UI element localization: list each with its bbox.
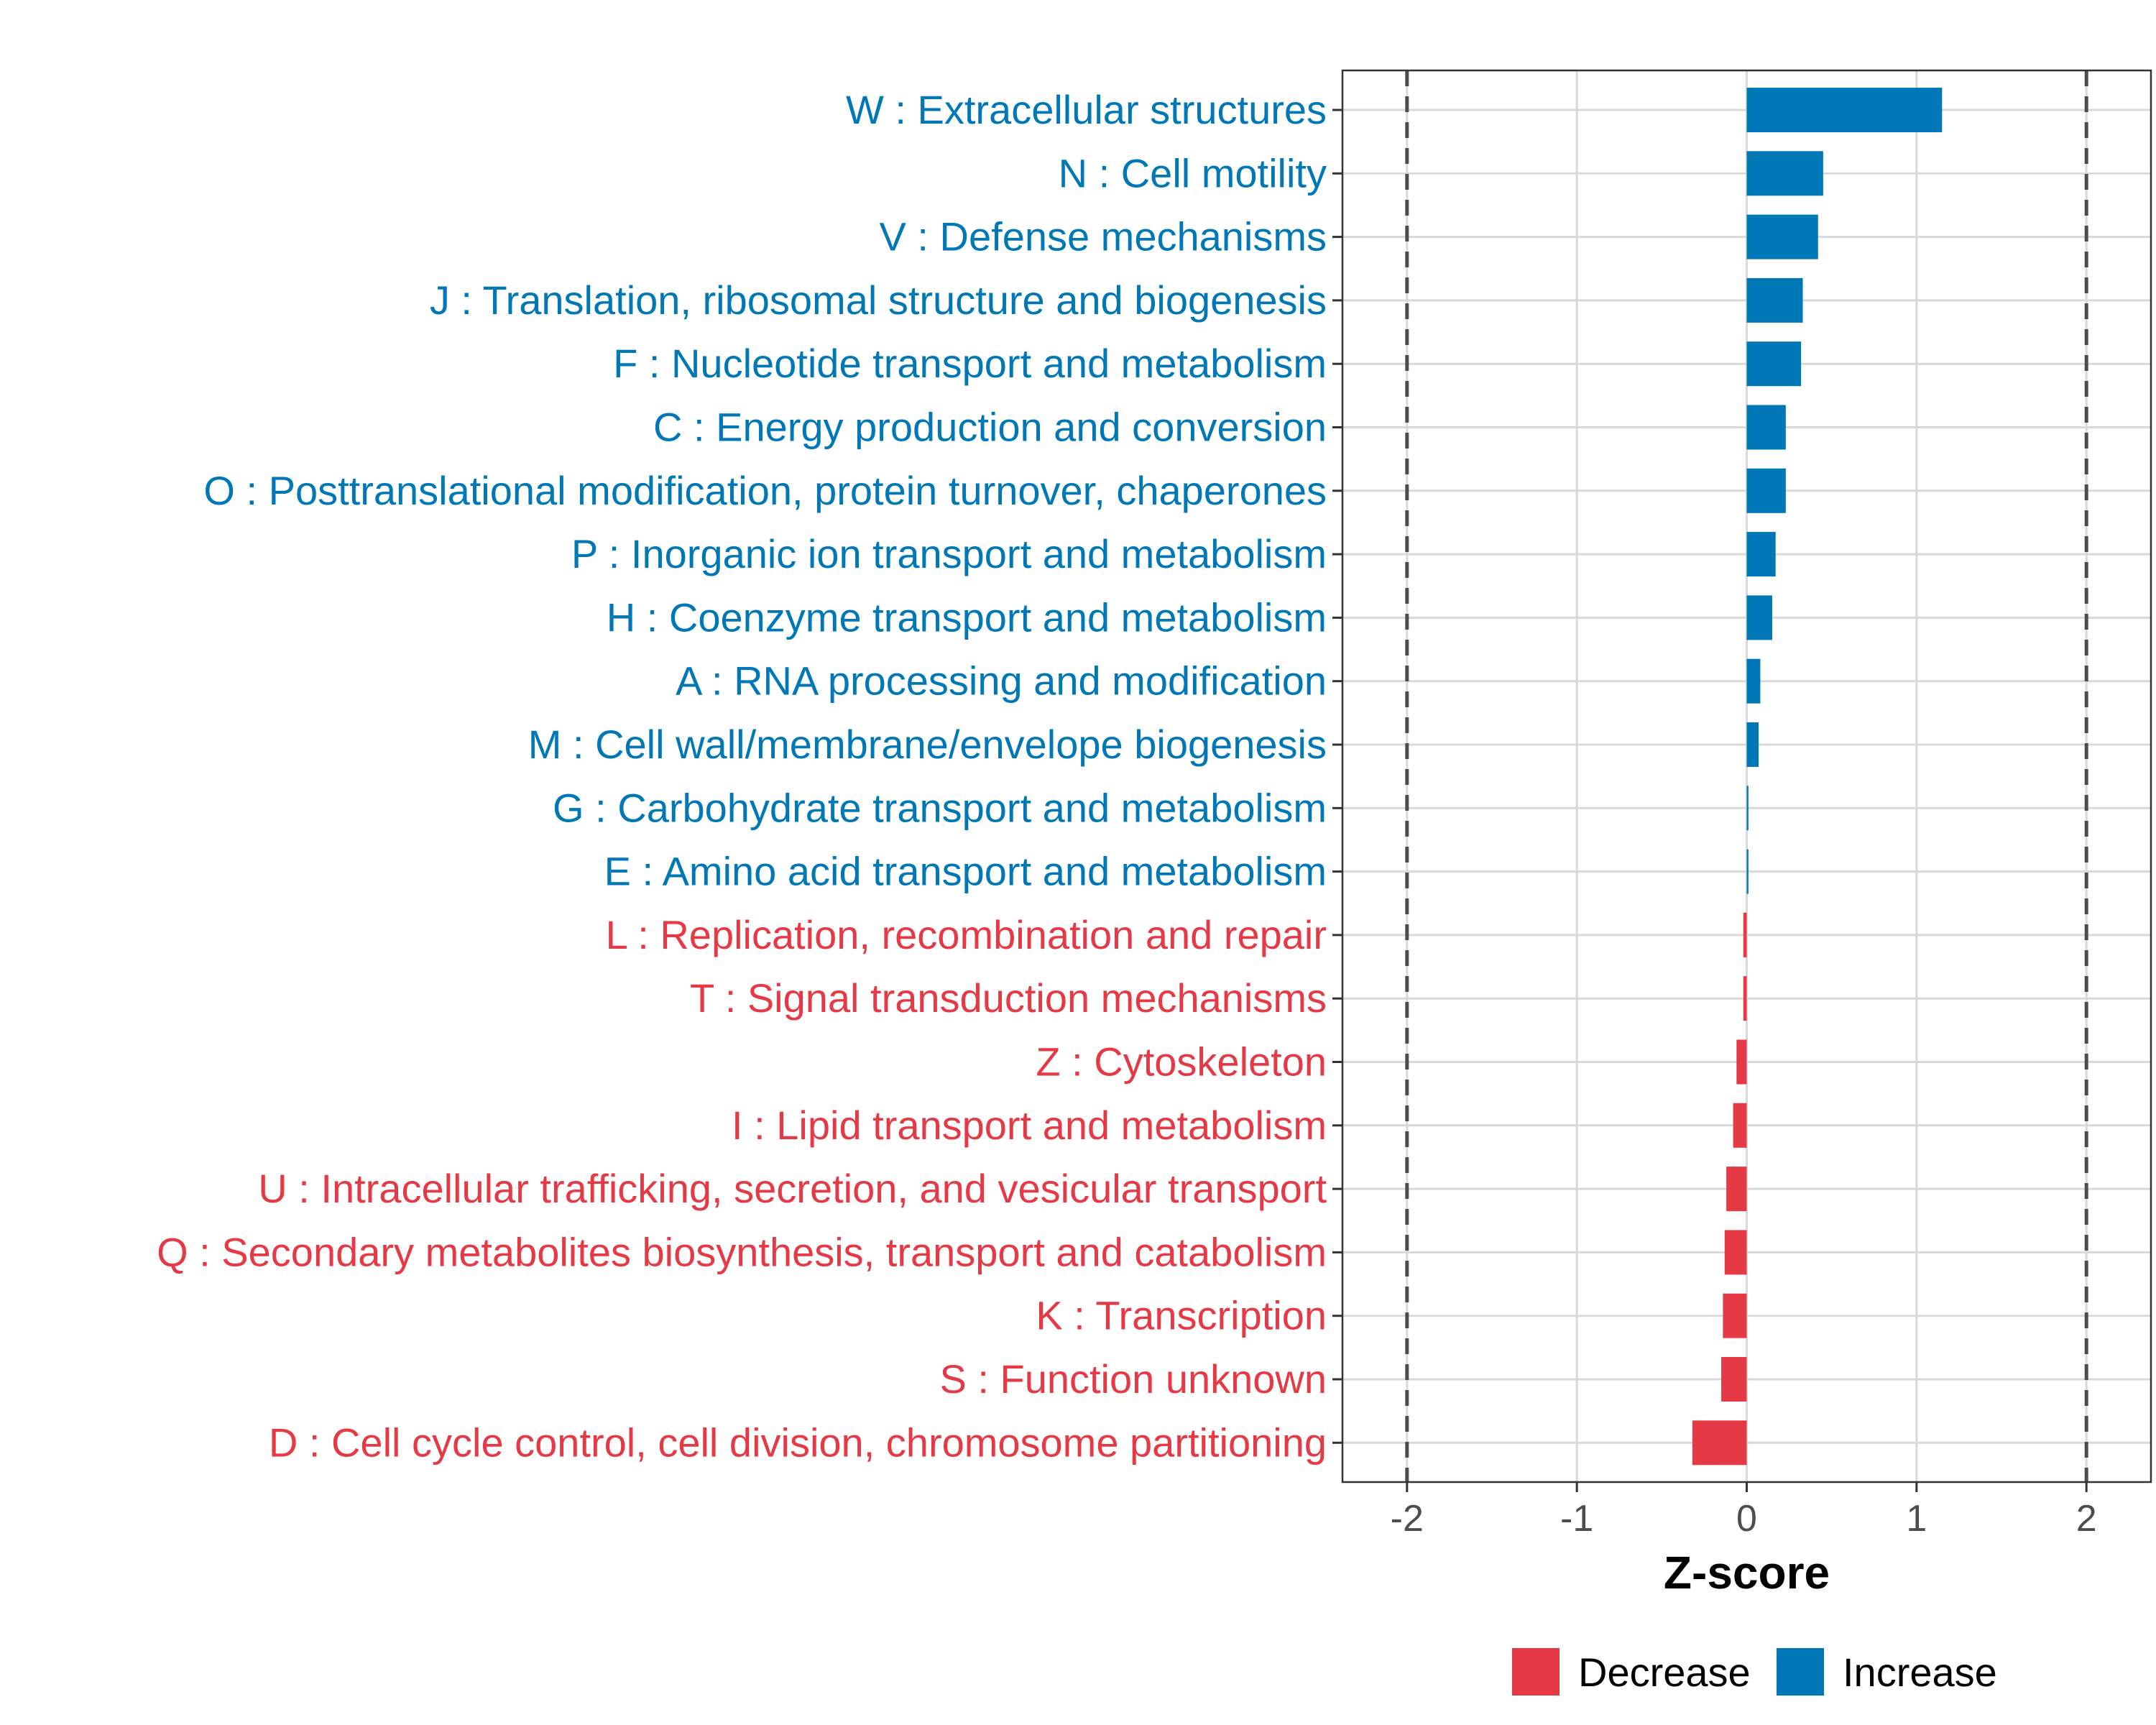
bar bbox=[1746, 88, 1943, 132]
category-label: I : Lipid transport and metabolism bbox=[732, 1103, 1327, 1148]
category-label: U : Intracellular trafficking, secretion… bbox=[258, 1166, 1327, 1211]
bar bbox=[1724, 1230, 1747, 1275]
bar bbox=[1746, 786, 1749, 831]
bar bbox=[1746, 532, 1776, 577]
category-label: G : Carbohydrate transport and metabolis… bbox=[553, 785, 1327, 830]
category-label: S : Function unknown bbox=[939, 1356, 1327, 1402]
bar bbox=[1743, 976, 1747, 1021]
bar bbox=[1723, 1293, 1747, 1338]
legend-swatch-increase bbox=[1777, 1648, 1824, 1696]
bar bbox=[1726, 1167, 1747, 1212]
x-axis-ticks: -2 -1 0 1 2 bbox=[1391, 1482, 2097, 1540]
bars bbox=[1692, 88, 1943, 1466]
bar bbox=[1746, 849, 1749, 894]
category-label: K : Transcription bbox=[1036, 1293, 1327, 1338]
bar bbox=[1746, 277, 1803, 323]
bar bbox=[1746, 595, 1772, 640]
reference-lines bbox=[1405, 70, 2088, 1482]
legend-swatch-decrease bbox=[1512, 1648, 1560, 1696]
bar bbox=[1692, 1420, 1747, 1466]
category-label: T : Signal transduction mechanisms bbox=[690, 975, 1327, 1021]
x-tick-label: -2 bbox=[1391, 1498, 1424, 1540]
legend: Decrease Increase bbox=[1512, 1648, 1997, 1696]
bar bbox=[1746, 341, 1802, 387]
category-label: V : Defense mechanisms bbox=[880, 214, 1327, 259]
bar bbox=[1746, 405, 1786, 450]
legend-label-increase: Increase bbox=[1843, 1650, 1997, 1695]
x-tick-label: 0 bbox=[1736, 1498, 1757, 1540]
category-label: N : Cell motility bbox=[1059, 150, 1327, 196]
category-label: E : Amino acid transport and metabolism bbox=[604, 849, 1327, 894]
x-tick-label: 2 bbox=[2076, 1498, 2097, 1540]
category-label: W : Extracellular structures bbox=[846, 87, 1327, 132]
category-label: H : Coenzyme transport and metabolism bbox=[607, 594, 1327, 640]
bar bbox=[1746, 468, 1786, 513]
bar bbox=[1746, 658, 1761, 704]
category-label: M : Cell wall/membrane/envelope biogenes… bbox=[528, 722, 1327, 767]
legend-label-decrease: Decrease bbox=[1578, 1650, 1751, 1695]
category-label: P : Inorganic ion transport and metaboli… bbox=[571, 531, 1327, 576]
x-tick-label: 1 bbox=[1906, 1498, 1927, 1540]
category-label: A : RNA processing and modification bbox=[676, 658, 1327, 704]
bar bbox=[1721, 1357, 1747, 1402]
category-label: F : Nucleotide transport and metabolism bbox=[613, 341, 1327, 386]
y-axis-labels: W : Extracellular structures N : Cell mot… bbox=[157, 87, 1327, 1465]
x-axis-title: Z-score bbox=[1664, 1547, 1830, 1598]
category-label: O : Posttranslational modification, prot… bbox=[203, 468, 1327, 513]
bar bbox=[1736, 1039, 1747, 1085]
bar bbox=[1746, 214, 1818, 259]
category-label: D : Cell cycle control, cell division, c… bbox=[269, 1420, 1327, 1465]
x-tick-label: -1 bbox=[1560, 1498, 1593, 1540]
y-axis-ticks bbox=[1332, 109, 1342, 1444]
bar bbox=[1733, 1103, 1747, 1148]
category-label: J : Translation, ribosomal structure and… bbox=[430, 277, 1327, 323]
category-label: L : Replication, recombination and repai… bbox=[606, 912, 1327, 957]
bar bbox=[1743, 912, 1747, 957]
bar bbox=[1746, 722, 1759, 767]
category-label: Z : Cytoskeleton bbox=[1036, 1039, 1327, 1085]
bar bbox=[1746, 151, 1823, 196]
category-label: C : Energy production and conversion bbox=[653, 405, 1327, 450]
category-label: Q : Secondary metabolites biosynthesis, … bbox=[157, 1229, 1327, 1274]
